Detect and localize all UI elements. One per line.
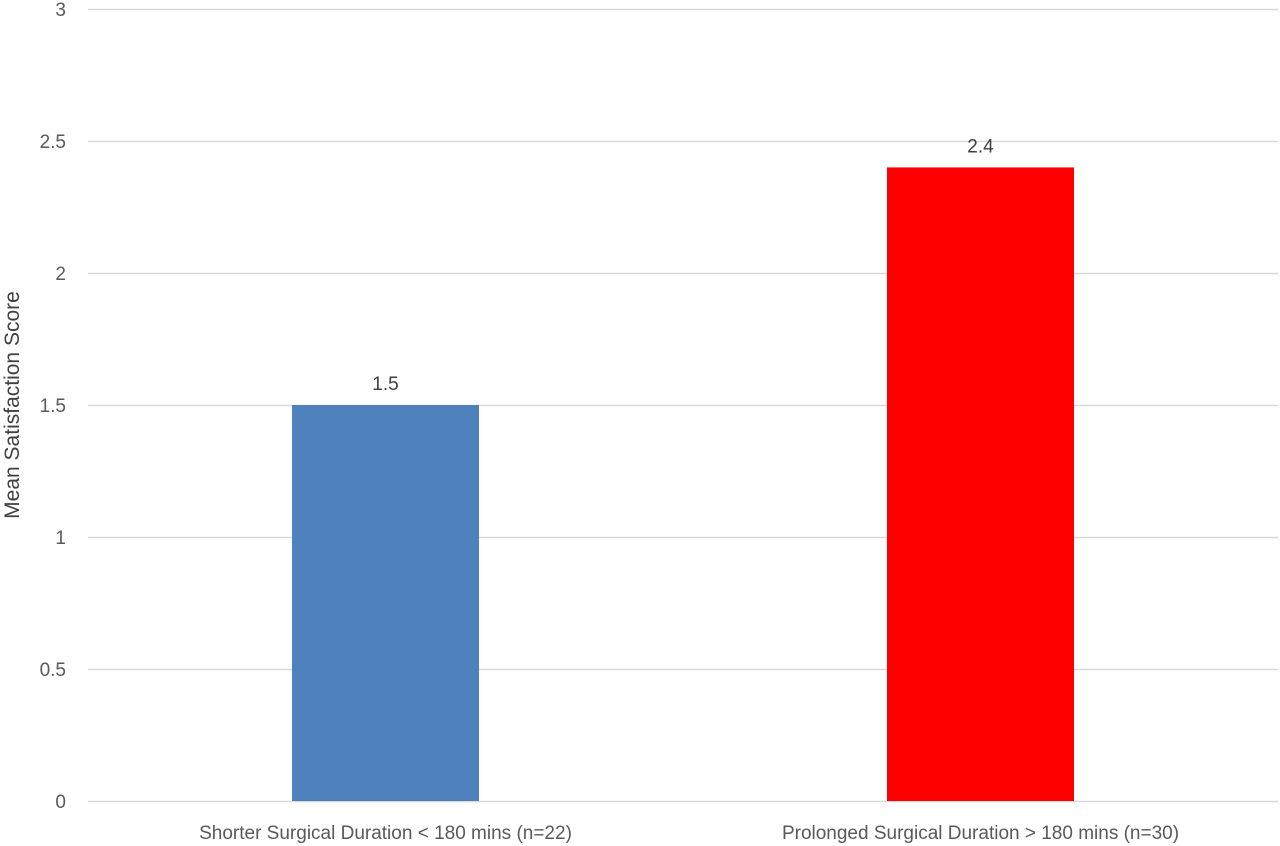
- data-label: 1.5: [372, 374, 398, 395]
- data-label: 2.4: [967, 136, 994, 157]
- y-tick-label: 2: [55, 264, 66, 285]
- gridlines: [88, 8, 1278, 803]
- y-axis-tick-labels: 0 0.5 1 1.5 2 2.5 3: [40, 0, 66, 813]
- x-category-label: Shorter Surgical Duration < 180 mins (n=…: [199, 823, 572, 844]
- y-tick-label: 0.5: [40, 660, 66, 681]
- x-axis-category-labels: Shorter Surgical Duration < 180 mins (n=…: [199, 823, 1179, 844]
- bar: [292, 405, 479, 801]
- y-tick-label: 2.5: [40, 132, 66, 153]
- bars: [292, 167, 1074, 801]
- bar: [887, 167, 1074, 801]
- y-axis-title: Mean Satisfaction Score: [1, 291, 24, 519]
- x-category-label: Prolonged Surgical Duration > 180 mins (…: [782, 823, 1179, 844]
- y-tick-label: 3: [55, 0, 66, 21]
- y-tick-label: 1.5: [40, 396, 66, 417]
- y-tick-label: 1: [55, 528, 66, 549]
- data-labels: 1.5 2.4: [372, 136, 994, 395]
- y-tick-label: 0: [55, 792, 66, 813]
